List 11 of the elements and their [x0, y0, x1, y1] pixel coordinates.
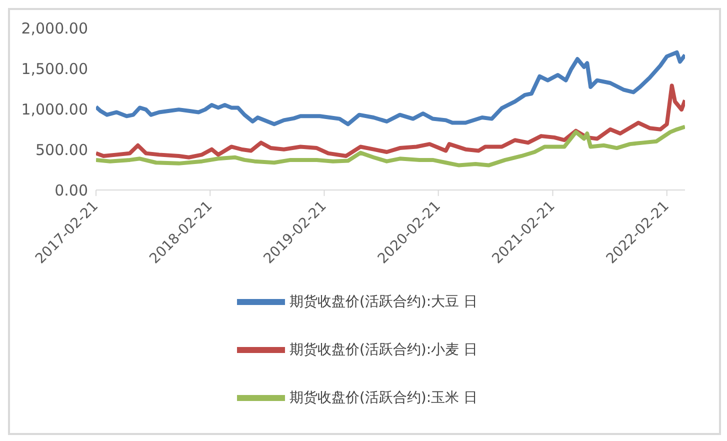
line-series [96, 84, 685, 160]
legend-label: 期货收盘价(活跃合约):小麦 日 [289, 342, 478, 358]
y-tick-label: 2,000.00 [21, 19, 88, 38]
y-tick-label: 1,000.00 [21, 100, 88, 118]
line-series [96, 50, 685, 126]
line-series [96, 124, 685, 168]
y-tick-label: 1,500.00 [21, 60, 88, 78]
y-tick-label: 500.00 [36, 140, 88, 159]
y-tick-label: 0.00 [54, 181, 88, 200]
legend-label: 期货收盘价(活跃合约):大豆 日 [289, 294, 478, 310]
legend-label: 期货收盘价(活跃合约):玉米 日 [289, 390, 478, 406]
